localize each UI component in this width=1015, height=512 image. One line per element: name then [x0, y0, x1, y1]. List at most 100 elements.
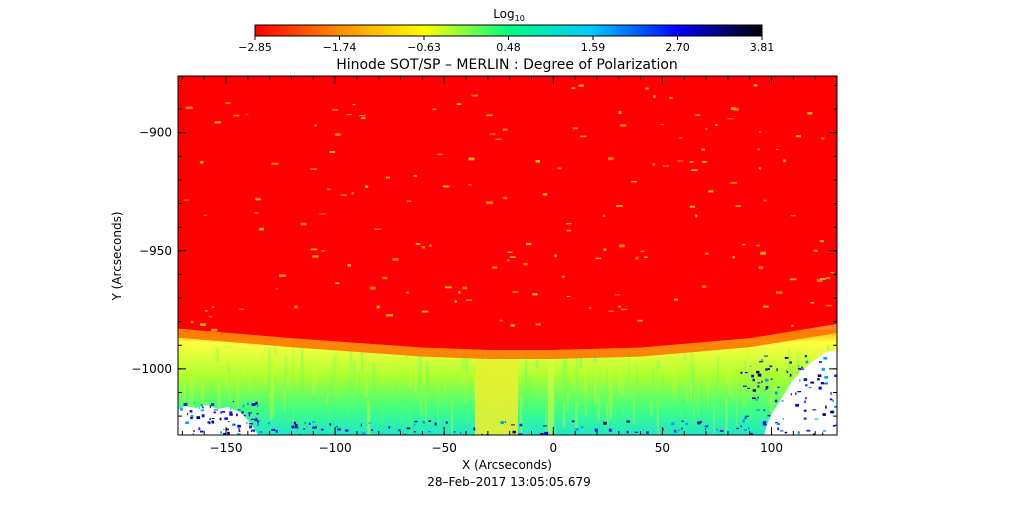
offlimb-streak — [466, 355, 469, 370]
disk-speck — [810, 302, 815, 304]
edge-speck — [224, 417, 228, 420]
disk-speck — [468, 157, 475, 161]
edge-speck — [230, 408, 232, 410]
edge-speck — [219, 417, 222, 421]
edge-speck — [755, 399, 758, 401]
offlimb-streak — [656, 365, 658, 374]
disk-speck — [776, 149, 779, 150]
disk-speck — [352, 104, 356, 106]
edge-speck — [189, 410, 193, 413]
edge-speck — [251, 429, 255, 432]
disk-speck — [334, 133, 341, 136]
disk-speck — [422, 310, 429, 313]
disk-speck — [510, 256, 516, 258]
disk-speck — [557, 167, 562, 170]
offlimb-streak — [320, 398, 323, 409]
disk-speck — [640, 250, 645, 252]
edge-speck — [232, 423, 236, 426]
x-tick-label: 0 — [550, 441, 558, 455]
disk-speck — [486, 201, 493, 205]
offlimb-streak — [720, 399, 722, 413]
disk-speck — [456, 103, 462, 106]
offlimb-streak — [753, 363, 756, 393]
offlimb-streak — [662, 373, 665, 399]
offlimb-streak — [424, 392, 427, 423]
disk-speck — [631, 180, 637, 183]
offlimb-streak — [529, 376, 531, 410]
edge-speck — [747, 427, 750, 430]
x-tick-label: 100 — [760, 441, 783, 455]
disk-speck — [588, 307, 592, 309]
offlimb-streak — [394, 395, 397, 407]
disk-speck — [702, 285, 707, 288]
disk-speck — [184, 199, 189, 201]
edge-speck — [312, 426, 317, 429]
edge-speck — [267, 422, 271, 425]
y-tick-label: −950 — [139, 244, 172, 258]
disk-speck — [619, 244, 625, 248]
edge-speck — [603, 421, 607, 425]
edge-speck — [225, 428, 229, 431]
edge-speck — [183, 403, 188, 406]
offlimb-streak — [264, 368, 267, 385]
offlimb-streak — [621, 374, 625, 397]
edge-speck — [781, 400, 784, 402]
edge-speck — [243, 415, 246, 417]
offlimb-streak — [381, 356, 383, 385]
edge-speck — [642, 429, 644, 431]
edge-speck — [242, 404, 245, 408]
offlimb-streak — [728, 349, 730, 396]
edge-speck — [776, 368, 778, 372]
edge-speck — [797, 391, 802, 393]
offlimb-streak — [609, 384, 612, 419]
disk-speck — [454, 300, 457, 303]
edge-speck — [227, 431, 230, 435]
disk-speck — [620, 308, 628, 311]
edge-speck — [414, 420, 418, 423]
disk-speck — [312, 255, 319, 258]
offlimb-streak — [594, 353, 597, 364]
offlimb-streak — [655, 395, 658, 426]
disk-speck — [532, 293, 538, 296]
edge-speck — [512, 430, 516, 434]
edge-speck — [460, 432, 462, 434]
disk-speck — [314, 124, 317, 127]
edge-speck — [756, 370, 760, 374]
edge-speck — [221, 411, 226, 413]
offlimb-streak — [215, 349, 217, 362]
offlimb-streak — [652, 367, 655, 385]
edge-speck — [258, 420, 261, 422]
edge-speck — [202, 406, 204, 409]
edge-speck — [834, 405, 837, 408]
edge-speck — [824, 375, 829, 379]
disk-speck — [758, 167, 761, 170]
edge-speck — [360, 423, 362, 427]
edge-speck — [777, 427, 780, 431]
disk-speck — [254, 212, 259, 214]
offlimb-streak — [686, 394, 689, 404]
offlimb-streak — [768, 395, 771, 411]
offlimb-streak — [312, 367, 315, 394]
offlimb-streak — [614, 396, 617, 424]
disk-speck — [566, 223, 572, 225]
disk-speck — [791, 324, 794, 327]
disk-speck — [370, 286, 376, 290]
edge-speck — [303, 428, 306, 430]
colorbar-tick-label: 1.59 — [581, 41, 606, 54]
disk-speck — [763, 305, 769, 308]
disk-speck — [361, 117, 366, 120]
offlimb-streak — [561, 360, 564, 385]
edge-speck — [253, 429, 255, 432]
edge-speck — [190, 416, 193, 420]
disk-speck — [458, 291, 461, 294]
disk-speck — [691, 169, 698, 171]
offlimb-streak — [796, 350, 799, 385]
disk-speck — [578, 84, 584, 87]
edge-speck — [736, 427, 739, 430]
offlimb-streak — [249, 350, 251, 392]
disk-speck — [742, 243, 746, 246]
disk-speck — [595, 257, 601, 260]
offlimb-streak — [575, 345, 578, 390]
edge-speck — [304, 422, 306, 424]
offlimb-streak — [690, 351, 693, 399]
